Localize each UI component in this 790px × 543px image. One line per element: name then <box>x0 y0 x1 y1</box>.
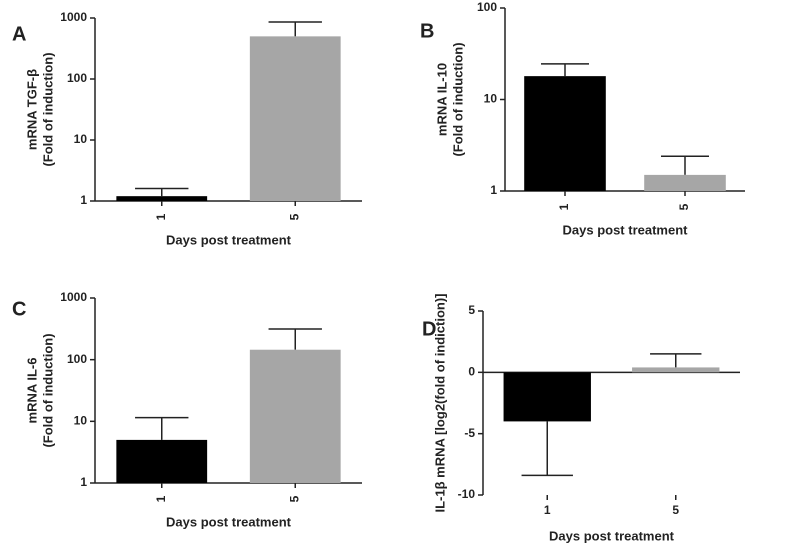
y-tick-label: 1 <box>80 475 87 489</box>
error-bar <box>661 155 709 175</box>
y-tick-label: 100 <box>67 352 87 366</box>
error-bar <box>541 63 589 77</box>
y-tick-label: 10 <box>74 132 88 146</box>
x-tick-label: 5 <box>672 503 679 517</box>
bar <box>116 196 208 201</box>
y-axis-label: mRNA IL-6 <box>24 358 39 424</box>
y-tick-label: 1000 <box>60 290 87 304</box>
y-tick-label: 1 <box>490 183 497 197</box>
y-tick-label: -5 <box>464 426 475 440</box>
error-bar <box>135 187 189 197</box>
panel-label: C <box>12 298 26 320</box>
bar <box>116 439 208 483</box>
x-tick-label: 1 <box>154 213 168 220</box>
x-tick-label: 5 <box>287 495 301 502</box>
panel-label: D <box>422 318 436 340</box>
y-tick-label: 1 <box>80 193 87 207</box>
panel-label: A <box>12 23 26 45</box>
y-tick-label: 5 <box>468 303 475 317</box>
y-axis-label: (Fold of induction) <box>40 52 55 166</box>
y-tick-label: 100 <box>67 71 87 85</box>
y-tick-label: 10 <box>74 414 88 428</box>
y-tick-label: 100 <box>477 0 497 14</box>
bar <box>644 174 726 191</box>
y-tick-label: 10 <box>484 92 498 106</box>
error-bar <box>135 416 189 440</box>
y-tick-label: 1000 <box>60 10 87 24</box>
bar <box>249 349 341 483</box>
y-axis-label: mRNA IL-10 <box>434 63 449 136</box>
x-tick-label: 1 <box>544 503 551 517</box>
y-axis-label: mRNA TGF-β <box>24 69 39 150</box>
error-bar <box>521 421 573 477</box>
y-tick-label: 0 <box>468 365 475 379</box>
error-bar <box>268 21 322 37</box>
bar <box>503 372 591 422</box>
y-tick-label: -10 <box>458 487 476 501</box>
x-axis-label: Days post treatment <box>166 514 292 529</box>
y-axis-label: (Fold of induction) <box>40 333 55 447</box>
y-axis-label: IL-1β mRNA [log2(fold of indiction)] <box>432 293 447 512</box>
x-tick-label: 1 <box>557 203 571 210</box>
error-bar <box>650 353 702 368</box>
panel-label: B <box>420 20 434 42</box>
x-axis-label: Days post treatment <box>549 528 675 543</box>
x-tick-label: 5 <box>677 203 691 210</box>
bar <box>632 367 720 373</box>
x-tick-label: 1 <box>154 495 168 502</box>
x-axis-label: Days post treatment <box>166 232 292 247</box>
error-bar <box>268 328 322 350</box>
x-tick-label: 5 <box>287 213 301 220</box>
x-axis-label: Days post treatment <box>563 222 689 237</box>
y-axis-label: (Fold of induction) <box>450 42 465 156</box>
bar <box>249 36 341 202</box>
bar <box>524 76 606 191</box>
